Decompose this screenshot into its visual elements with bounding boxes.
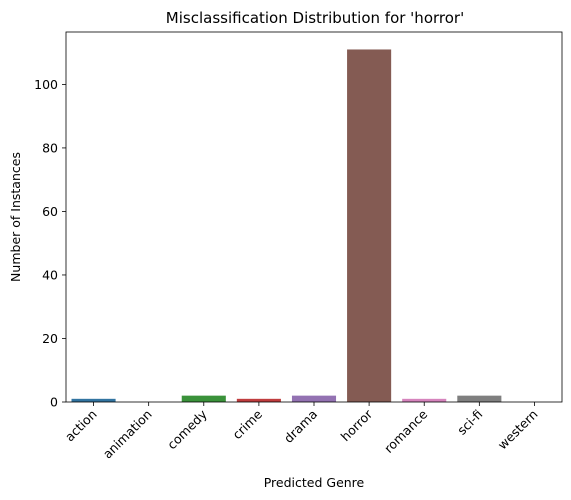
bar-drama [291, 395, 337, 402]
y-tick-label: 100 [34, 77, 58, 92]
x-tick-label-animation: animation [100, 407, 155, 462]
x-tick-label-sci-fi: sci-fi [454, 407, 485, 438]
y-tick-label: 80 [42, 140, 58, 155]
bar-crime [236, 398, 281, 402]
bar-action [71, 398, 116, 402]
y-tick-label: 60 [42, 204, 58, 219]
x-tick-label-horror: horror [338, 406, 376, 444]
y-tick-label: 40 [42, 267, 58, 282]
x-tick-label-drama: drama [281, 407, 320, 446]
y-axis-ticks: 0 20 40 60 80 100 [34, 77, 66, 410]
x-tick-label-crime: crime [229, 406, 265, 442]
x-tick-label-romance: romance [381, 406, 431, 456]
plot-frame [65, 31, 563, 403]
x-axis-label: Predicted Genre [264, 475, 365, 490]
y-tick-label: 0 [50, 395, 58, 410]
bars-group [71, 49, 502, 403]
chart-title: Misclassification Distribution for 'horr… [166, 9, 464, 27]
bar-horror [347, 49, 392, 403]
bar-romance [402, 398, 447, 402]
y-axis-label: Number of Instances [8, 152, 23, 282]
x-tick-label-action: action [62, 407, 100, 445]
x-tick-label-western: western [495, 407, 541, 453]
bar-sci-fi [457, 395, 502, 402]
x-axis-ticks: action animation comedy crime drama horror rom… [62, 402, 541, 462]
bar-comedy [181, 395, 226, 402]
y-tick-label: 20 [42, 331, 58, 346]
x-tick-label-comedy: comedy [164, 406, 210, 452]
